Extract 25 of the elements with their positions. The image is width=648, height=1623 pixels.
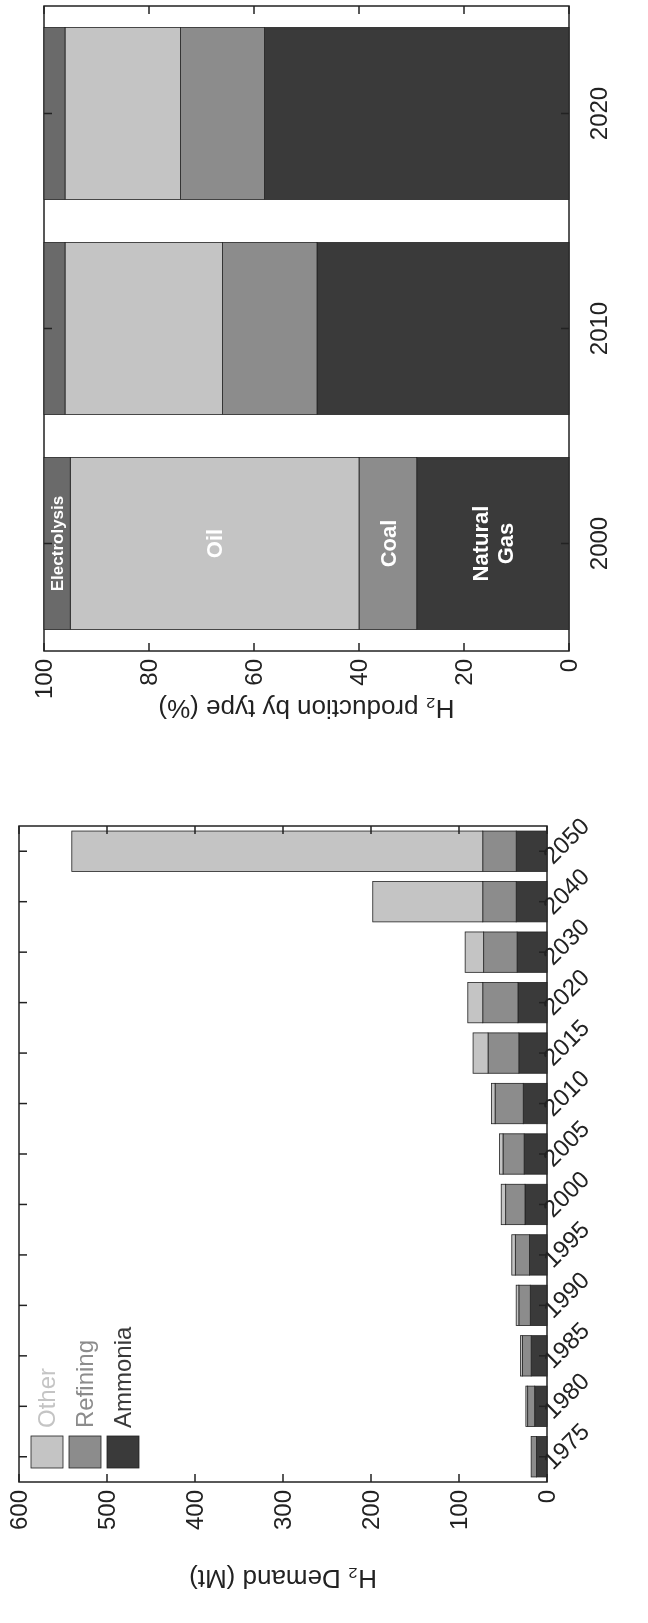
x-tick-label: 0 xyxy=(533,1490,561,1504)
text: Refining xyxy=(71,1339,99,1428)
x-axis-title: H₂ Demand (Mt) xyxy=(189,1564,377,1594)
legend-label: Other xyxy=(33,1367,61,1428)
x-tick-label: 100 xyxy=(445,1490,473,1531)
legend-label: Electrolysis xyxy=(48,495,68,592)
y-tick-label: 2000 xyxy=(585,516,613,571)
x-tick-label: 100 xyxy=(30,659,58,700)
x-tick-label: 500 xyxy=(93,1490,121,1531)
x-tick-label: 80 xyxy=(135,659,163,686)
series-label: Coal xyxy=(375,519,401,568)
series-label: Natural Gas xyxy=(468,505,518,582)
y-tick-label: 2020 xyxy=(585,86,613,141)
x-tick-label: 40 xyxy=(345,659,373,686)
x-tick-label: 200 xyxy=(357,1490,385,1531)
x-tick-label: 400 xyxy=(181,1490,209,1531)
x-axis-title: H₂ production by type (%) xyxy=(158,694,455,724)
series-label: Oil xyxy=(202,528,228,559)
x-tick-label: 600 xyxy=(5,1490,33,1531)
x-tick-label: 20 xyxy=(450,659,478,686)
x-tick-label: 60 xyxy=(240,659,268,686)
x-tick-label: 300 xyxy=(269,1490,297,1531)
text: Ammonia xyxy=(109,1325,137,1428)
x-tick-label: 0 xyxy=(555,659,583,673)
y-tick-label: 2010 xyxy=(585,301,613,356)
